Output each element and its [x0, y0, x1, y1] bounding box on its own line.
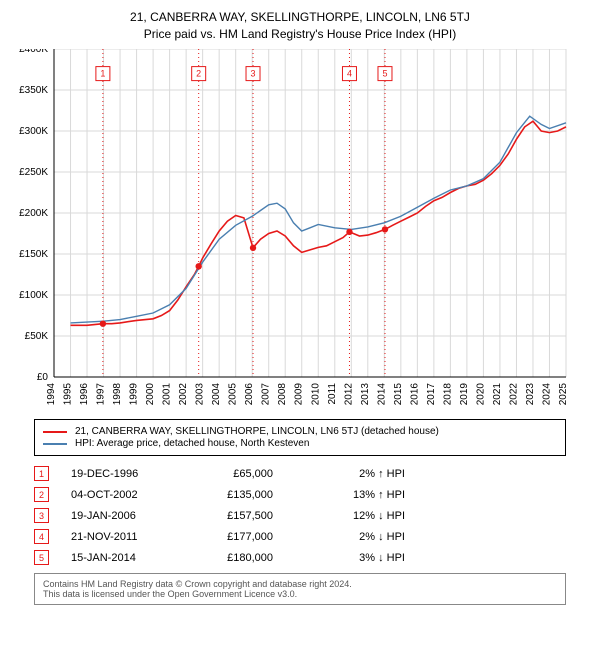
event-date: 21-NOV-2011 — [71, 531, 171, 543]
event-marker: 1 — [34, 466, 49, 481]
event-date: 19-JAN-2006 — [71, 510, 171, 522]
svg-text:£400K: £400K — [19, 49, 48, 55]
svg-text:2001: 2001 — [162, 383, 173, 406]
event-marker: 3 — [34, 508, 49, 523]
page-title: 21, CANBERRA WAY, SKELLINGTHORPE, LINCOL… — [10, 10, 590, 24]
svg-text:1: 1 — [100, 69, 105, 79]
event-row: 4 21-NOV-2011 £177,000 2% ↓ HPI — [34, 529, 566, 544]
svg-text:£150K: £150K — [19, 249, 48, 260]
svg-text:2015: 2015 — [393, 383, 404, 406]
legend-item: 21, CANBERRA WAY, SKELLINGTHORPE, LINCOL… — [43, 426, 557, 437]
svg-text:1997: 1997 — [96, 383, 107, 406]
event-price: £177,000 — [193, 531, 273, 543]
event-date: 15-JAN-2014 — [71, 552, 171, 564]
svg-text:2021: 2021 — [492, 383, 503, 406]
event-marker: 2 — [34, 487, 49, 502]
svg-text:5: 5 — [382, 69, 387, 79]
svg-text:1998: 1998 — [112, 383, 123, 406]
svg-text:2019: 2019 — [459, 383, 470, 406]
svg-text:2016: 2016 — [409, 383, 420, 406]
svg-text:£50K: £50K — [25, 331, 49, 342]
svg-text:2008: 2008 — [277, 383, 288, 406]
page-subtitle: Price paid vs. HM Land Registry's House … — [10, 27, 590, 41]
svg-text:2013: 2013 — [360, 383, 371, 406]
svg-text:1999: 1999 — [129, 383, 140, 406]
svg-text:£300K: £300K — [19, 126, 48, 137]
svg-text:2012: 2012 — [343, 383, 354, 406]
svg-text:4: 4 — [347, 69, 352, 79]
event-diff: 2% ↑ HPI — [295, 468, 405, 480]
footer-line2: This data is licensed under the Open Gov… — [43, 589, 557, 599]
svg-text:2018: 2018 — [442, 383, 453, 406]
svg-text:2024: 2024 — [541, 383, 552, 406]
event-row: 2 04-OCT-2002 £135,000 13% ↑ HPI — [34, 487, 566, 502]
price-chart: £0 £50K £100K £150K £200K £250K £300K £350K £400… — [10, 49, 570, 409]
svg-text:2002: 2002 — [178, 383, 189, 406]
svg-text:2022: 2022 — [508, 383, 519, 406]
svg-text:2007: 2007 — [261, 383, 272, 406]
svg-text:1994: 1994 — [46, 383, 57, 406]
event-marker: 5 — [34, 550, 49, 565]
svg-text:2009: 2009 — [294, 383, 305, 406]
event-price: £65,000 — [193, 468, 273, 480]
svg-text:2020: 2020 — [475, 383, 486, 406]
legend: 21, CANBERRA WAY, SKELLINGTHORPE, LINCOL… — [34, 419, 566, 456]
svg-text:£200K: £200K — [19, 208, 48, 219]
svg-text:2014: 2014 — [376, 383, 387, 406]
svg-text:2025: 2025 — [558, 383, 569, 406]
event-price: £157,500 — [193, 510, 273, 522]
svg-text:£350K: £350K — [19, 85, 48, 96]
event-marker: 4 — [34, 529, 49, 544]
event-price: £180,000 — [193, 552, 273, 564]
event-row: 1 19-DEC-1996 £65,000 2% ↑ HPI — [34, 466, 566, 481]
svg-text:2006: 2006 — [244, 383, 255, 406]
svg-text:2017: 2017 — [426, 383, 437, 406]
legend-swatch — [43, 443, 67, 445]
svg-text:2010: 2010 — [310, 383, 321, 406]
svg-text:£0: £0 — [37, 372, 49, 383]
legend-swatch — [43, 431, 67, 433]
event-date: 04-OCT-2002 — [71, 489, 171, 501]
event-price: £135,000 — [193, 489, 273, 501]
event-diff: 3% ↓ HPI — [295, 552, 405, 564]
svg-text:1996: 1996 — [79, 383, 90, 406]
event-diff: 13% ↑ HPI — [295, 489, 405, 501]
footer-line1: Contains HM Land Registry data © Crown c… — [43, 579, 557, 589]
event-date: 19-DEC-1996 — [71, 468, 171, 480]
legend-item: HPI: Average price, detached house, Nort… — [43, 438, 557, 449]
events-table: 1 19-DEC-1996 £65,000 2% ↑ HPI 2 04-OCT-2002 £… — [34, 466, 566, 565]
legend-label: HPI: Average price, detached house, Nort… — [75, 438, 309, 449]
svg-text:£250K: £250K — [19, 167, 48, 178]
svg-text:2005: 2005 — [228, 383, 239, 406]
event-row: 3 19-JAN-2006 £157,500 12% ↓ HPI — [34, 508, 566, 523]
svg-text:£100K: £100K — [19, 290, 48, 301]
event-row: 5 15-JAN-2014 £180,000 3% ↓ HPI — [34, 550, 566, 565]
svg-text:2023: 2023 — [525, 383, 536, 406]
legend-label: 21, CANBERRA WAY, SKELLINGTHORPE, LINCOL… — [75, 426, 439, 437]
svg-text:1995: 1995 — [63, 383, 74, 406]
svg-text:2004: 2004 — [211, 383, 222, 406]
event-diff: 2% ↓ HPI — [295, 531, 405, 543]
svg-text:2011: 2011 — [327, 383, 338, 405]
svg-text:2003: 2003 — [195, 383, 206, 406]
svg-text:2000: 2000 — [145, 383, 156, 406]
svg-text:3: 3 — [251, 69, 256, 79]
footer-credits: Contains HM Land Registry data © Crown c… — [34, 573, 566, 605]
svg-text:2: 2 — [196, 69, 201, 79]
event-diff: 12% ↓ HPI — [295, 510, 405, 522]
